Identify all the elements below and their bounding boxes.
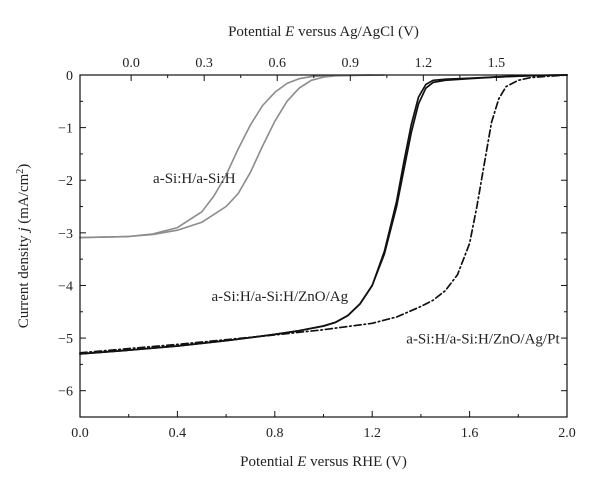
top-tick-label: 1.2 (415, 56, 433, 71)
series-line (79, 74, 373, 239)
top-tick-label: 0.0 (122, 56, 140, 71)
top-tick-label: 1.5 (488, 56, 506, 71)
y-tick-label: −3 (58, 227, 73, 242)
series-line (79, 74, 386, 239)
top-tick-label: 0.3 (195, 56, 213, 71)
x-tick-label: 2.0 (558, 426, 576, 441)
y-tick-label: −6 (58, 385, 73, 400)
y-axis-title: Current density j (mA/cm2) (15, 164, 33, 329)
top-axis-title: Potential E versus Ag/AgCl (V) (228, 24, 419, 40)
series-annotation: a-Si:H/a-Si:H/ZnO/Ag/Pt (406, 331, 560, 347)
ticks-layer (79, 74, 568, 418)
curves-layer (79, 74, 568, 355)
x-tick-label: 0.8 (266, 426, 284, 441)
series-annotation: a-Si:H/a-Si:H (153, 171, 236, 187)
x-tick-label: 1.2 (363, 426, 381, 441)
y-tick-label: −2 (58, 174, 73, 189)
x-tick-label: 1.6 (461, 426, 479, 441)
x-axis-title: Potential E versus RHE (V) (240, 454, 407, 470)
plot-frame (79, 74, 568, 418)
series-line (79, 74, 568, 355)
y-tick-label: 0 (66, 69, 73, 84)
y-tick-label: −4 (58, 279, 73, 294)
x-tick-label: 0.0 (71, 426, 89, 441)
tick-labels-layer: 0.0 0.4 0.8 1.2 1.6 2.0 0.0 0.3 0.6 0.9 1.2 1.5 0 −1 −… (58, 56, 576, 441)
x-tick-label: 0.4 (169, 426, 187, 441)
series-line (79, 74, 568, 354)
y-tick-label: −5 (58, 332, 73, 347)
top-tick-label: 0.9 (342, 56, 360, 71)
series-annotation: a-Si:H/a-Si:H/ZnO/Ag (211, 289, 348, 305)
top-tick-label: 0.6 (268, 56, 286, 71)
y-tick-label: −1 (58, 122, 73, 137)
annotations-layer: a-Si:H/a-Si:H a-Si:H/a-Si:H/ZnO/Ag a-Si:H/… (153, 171, 560, 347)
